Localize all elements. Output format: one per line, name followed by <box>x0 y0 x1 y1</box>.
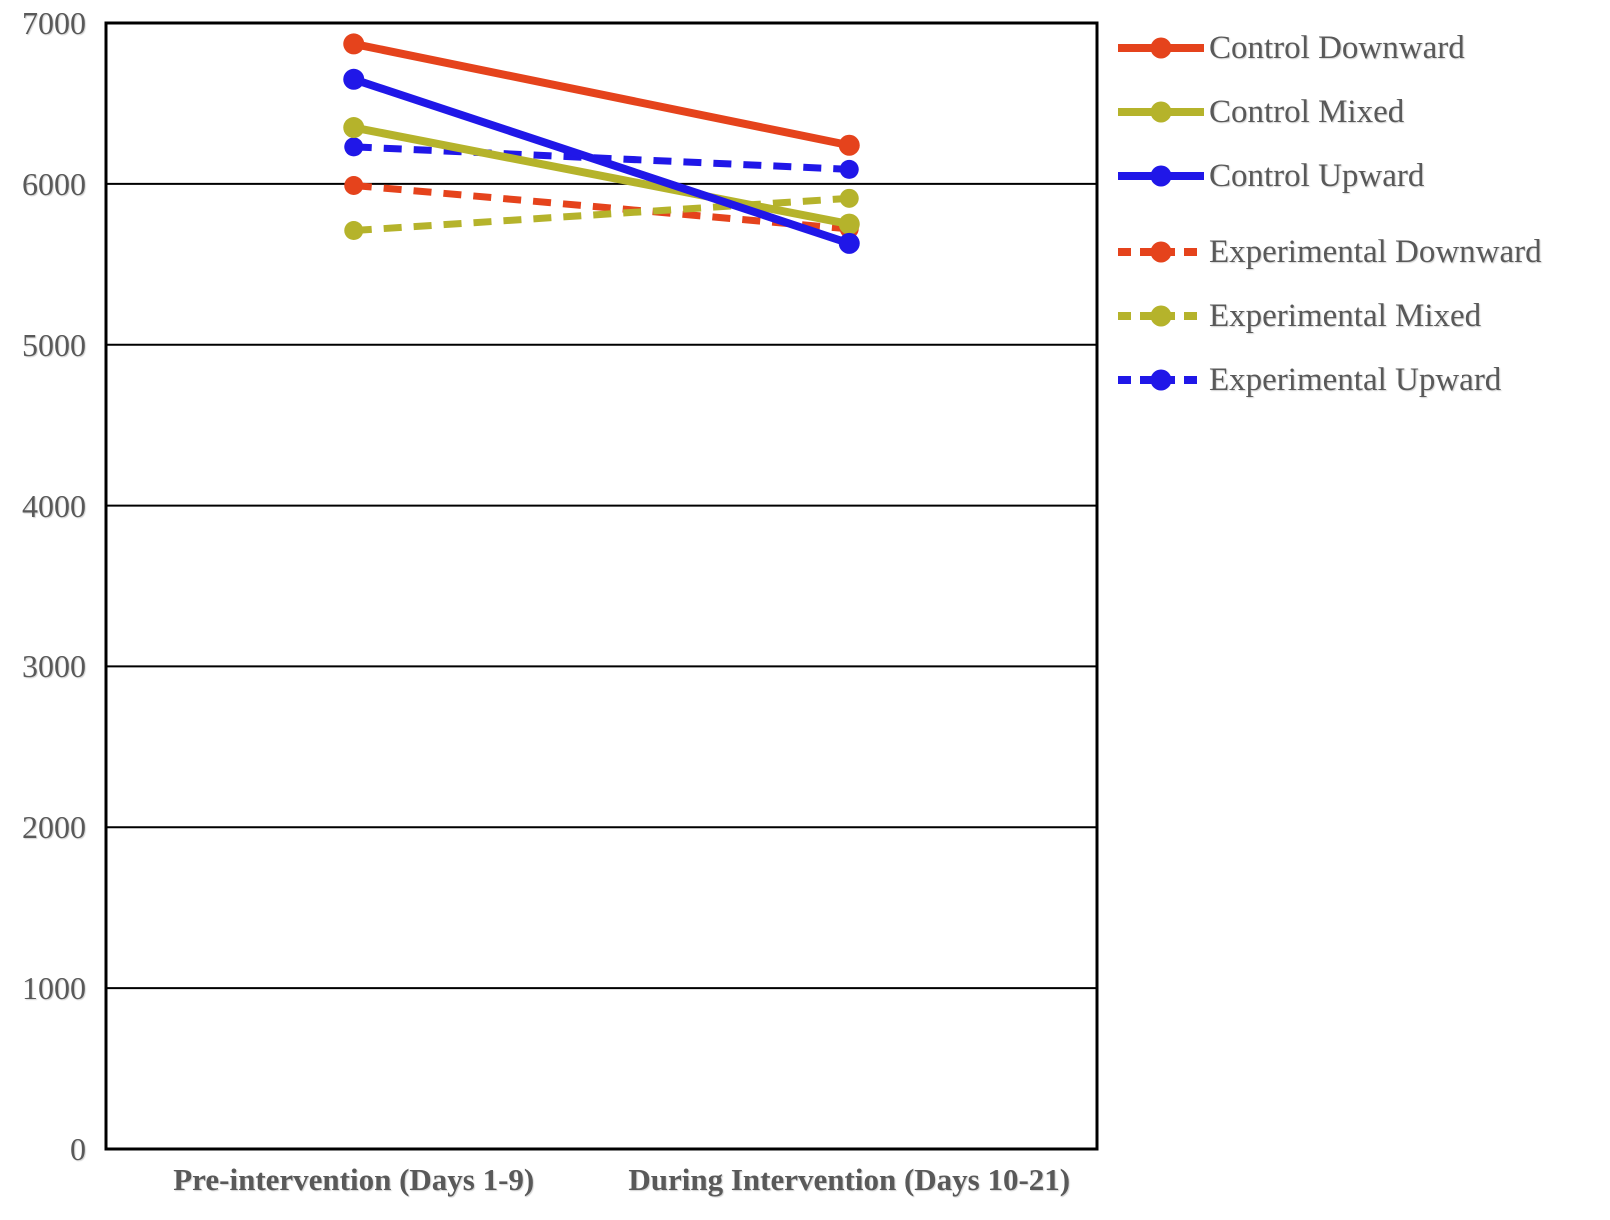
series-marker-experimental-mixed-0 <box>344 221 364 241</box>
legend-swatch-experimental-mixed <box>1118 305 1204 327</box>
legend-label-experimental-mixed: Experimental Mixed <box>1209 297 1482 334</box>
series-marker-control-downward-1 <box>838 134 860 156</box>
legend-marker-control-mixed <box>1150 101 1172 123</box>
series-line-control-mixed <box>352 123 851 228</box>
legend-swatch-control-downward <box>1118 37 1204 59</box>
series-marker-control-upward-1 <box>838 232 860 254</box>
legend-label-control-upward: Control Upward <box>1209 157 1425 194</box>
legend-item-control-mixed: Control Mixed <box>1118 90 1542 134</box>
series-line-control-downward <box>352 39 851 150</box>
legend: Control Downward Control Mixed Control U… <box>1118 26 1542 422</box>
legend-label-experimental-upward: Experimental Upward <box>1209 361 1502 398</box>
legend-item-experimental-upward: Experimental Upward <box>1118 358 1542 402</box>
series-marker-control-upward-0 <box>343 68 365 90</box>
legend-label-control-downward: Control Downward <box>1209 29 1465 66</box>
legend-marker-experimental-upward <box>1150 369 1172 391</box>
legend-item-experimental-downward: Experimental Downward <box>1118 230 1542 274</box>
y-tick-label-5000: 5000 <box>22 326 86 363</box>
series-marker-control-mixed-1 <box>838 213 860 235</box>
legend-marker-experimental-downward <box>1150 241 1172 263</box>
y-tick-label-6000: 6000 <box>22 165 86 202</box>
legend-item-control-downward: Control Downward <box>1118 26 1542 70</box>
legend-swatch-experimental-downward <box>1118 241 1204 263</box>
legend-swatch-control-mixed <box>1118 101 1204 123</box>
series-marker-experimental-mixed-1 <box>839 188 859 208</box>
x-axis-label-during-intervention: During Intervention (Days 10-21) <box>628 1162 1071 1197</box>
y-tick-label-0: 0 <box>70 1131 86 1167</box>
y-tick-label-3000: 3000 <box>22 648 86 685</box>
legend-swatch-control-upward <box>1118 165 1204 187</box>
legend-label-control-mixed: Control Mixed <box>1209 93 1405 130</box>
series-line-experimental-downward <box>353 181 850 233</box>
legend-item-experimental-mixed: Experimental Mixed <box>1118 294 1542 338</box>
legend-marker-control-downward <box>1150 37 1172 59</box>
legend-swatch-experimental-upward <box>1118 369 1204 391</box>
legend-item-control-upward: Control Upward <box>1118 154 1542 198</box>
series-marker-experimental-downward-0 <box>344 175 364 195</box>
legend-marker-control-upward <box>1150 165 1172 187</box>
y-tick-label-4000: 4000 <box>22 487 86 524</box>
series-line-experimental-mixed <box>353 194 850 234</box>
series-line-control-upward <box>352 75 851 248</box>
series-marker-experimental-upward-1 <box>839 159 859 179</box>
x-axis-label-pre-intervention: Pre-intervention (Days 1-9) <box>173 1162 535 1197</box>
plot-frame <box>104 21 1099 1151</box>
y-tick-label-2000: 2000 <box>22 809 86 846</box>
legend-label-experimental-downward: Experimental Downward <box>1209 233 1542 270</box>
legend-marker-experimental-mixed <box>1150 305 1172 327</box>
y-tick-label-7000: 7000 <box>22 5 86 41</box>
y-tick-label-1000: 1000 <box>22 970 86 1007</box>
series-marker-control-downward-0 <box>343 33 365 55</box>
series-marker-control-mixed-0 <box>343 117 365 139</box>
series-marker-experimental-upward-0 <box>344 137 364 157</box>
